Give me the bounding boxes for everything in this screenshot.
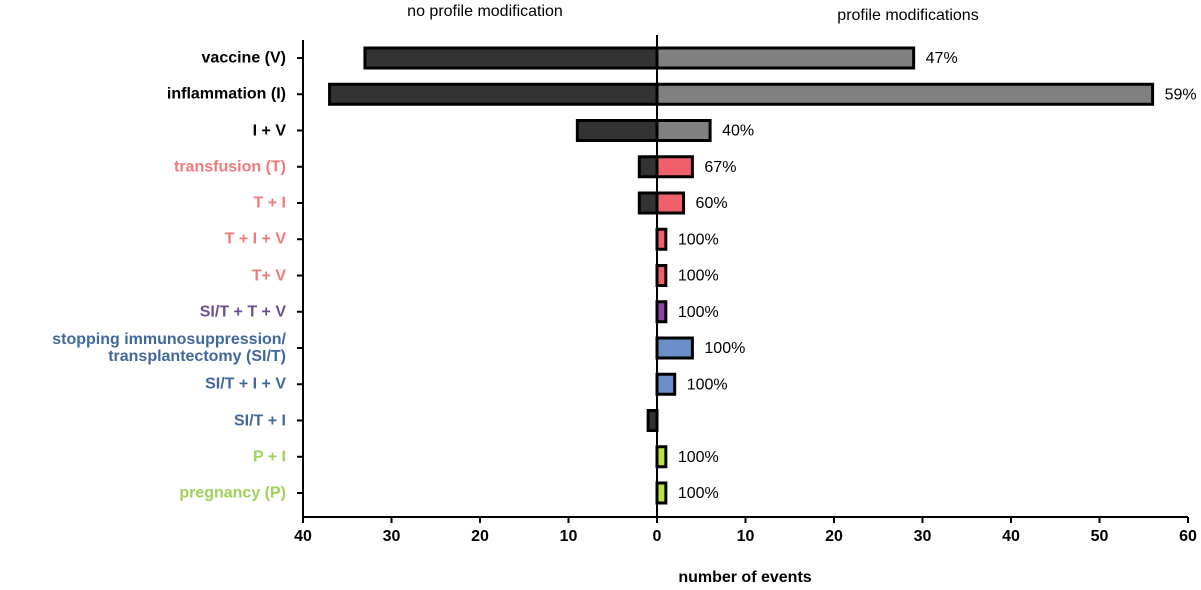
x-tick-label: 30 — [383, 528, 401, 545]
bar — [655, 227, 668, 251]
bar — [655, 46, 916, 70]
percent-label: 100% — [678, 268, 719, 285]
x-tick-label: 20 — [825, 528, 843, 545]
bar — [655, 82, 1155, 106]
x-tick-label: 0 — [653, 528, 662, 545]
percent-label: 100% — [678, 449, 719, 466]
x-axis-label: number of events — [678, 569, 811, 586]
bar — [655, 191, 686, 215]
bar — [655, 264, 668, 287]
x-tick-label: 40 — [1002, 528, 1020, 545]
percent-label: 67% — [704, 159, 736, 176]
category-label: transfusion (T) — [174, 158, 286, 176]
percent-label: 40% — [722, 123, 754, 140]
x-tick-label: 30 — [914, 528, 932, 545]
x-tick-label: 40 — [294, 528, 312, 545]
percent-label: 59% — [1165, 86, 1197, 103]
bar — [655, 445, 668, 469]
category-label: T+ V — [251, 267, 286, 284]
x-tick-label: 50 — [1091, 528, 1109, 545]
x-tick-label: 10 — [560, 528, 578, 545]
percent-label: 100% — [678, 304, 719, 321]
category-label: SI/T + I + V — [205, 375, 286, 393]
category-label: vaccine (V) — [201, 49, 286, 67]
bar — [655, 300, 668, 324]
category-label: pregnancy (P) — [179, 484, 286, 502]
percent-label: 100% — [687, 376, 728, 393]
category-label: T + I — [253, 194, 286, 212]
percent-label: 100% — [678, 485, 719, 502]
category-label: inflammation (I) — [166, 85, 286, 103]
bar — [655, 155, 694, 179]
bar — [575, 119, 659, 142]
x-tick-label: 10 — [737, 528, 755, 545]
x-tick-label: 60 — [1179, 528, 1197, 545]
percent-label: 47% — [926, 50, 958, 67]
category-label: SI/T + T + V — [199, 303, 286, 321]
bar — [363, 46, 659, 70]
category-label: I + V — [252, 122, 286, 139]
percent-label: 100% — [678, 231, 719, 248]
category-label: stopping immunosuppression/ transplantec… — [52, 331, 286, 365]
x-tick-label: 20 — [471, 528, 489, 545]
percent-label: 60% — [696, 195, 728, 212]
bar — [655, 372, 677, 396]
bar — [655, 336, 694, 360]
bar — [637, 191, 659, 215]
bar — [646, 409, 659, 432]
category-label: T + I + V — [224, 230, 286, 248]
bar — [655, 481, 668, 505]
percent-label: 100% — [704, 340, 745, 357]
bar — [328, 82, 659, 106]
bar — [637, 155, 659, 179]
category-label: P + I — [252, 448, 286, 466]
left-header: no profile modification — [407, 3, 563, 20]
category-label: SI/T + I — [233, 412, 286, 429]
right-header: profile modifications — [837, 7, 978, 24]
bar — [655, 119, 712, 142]
